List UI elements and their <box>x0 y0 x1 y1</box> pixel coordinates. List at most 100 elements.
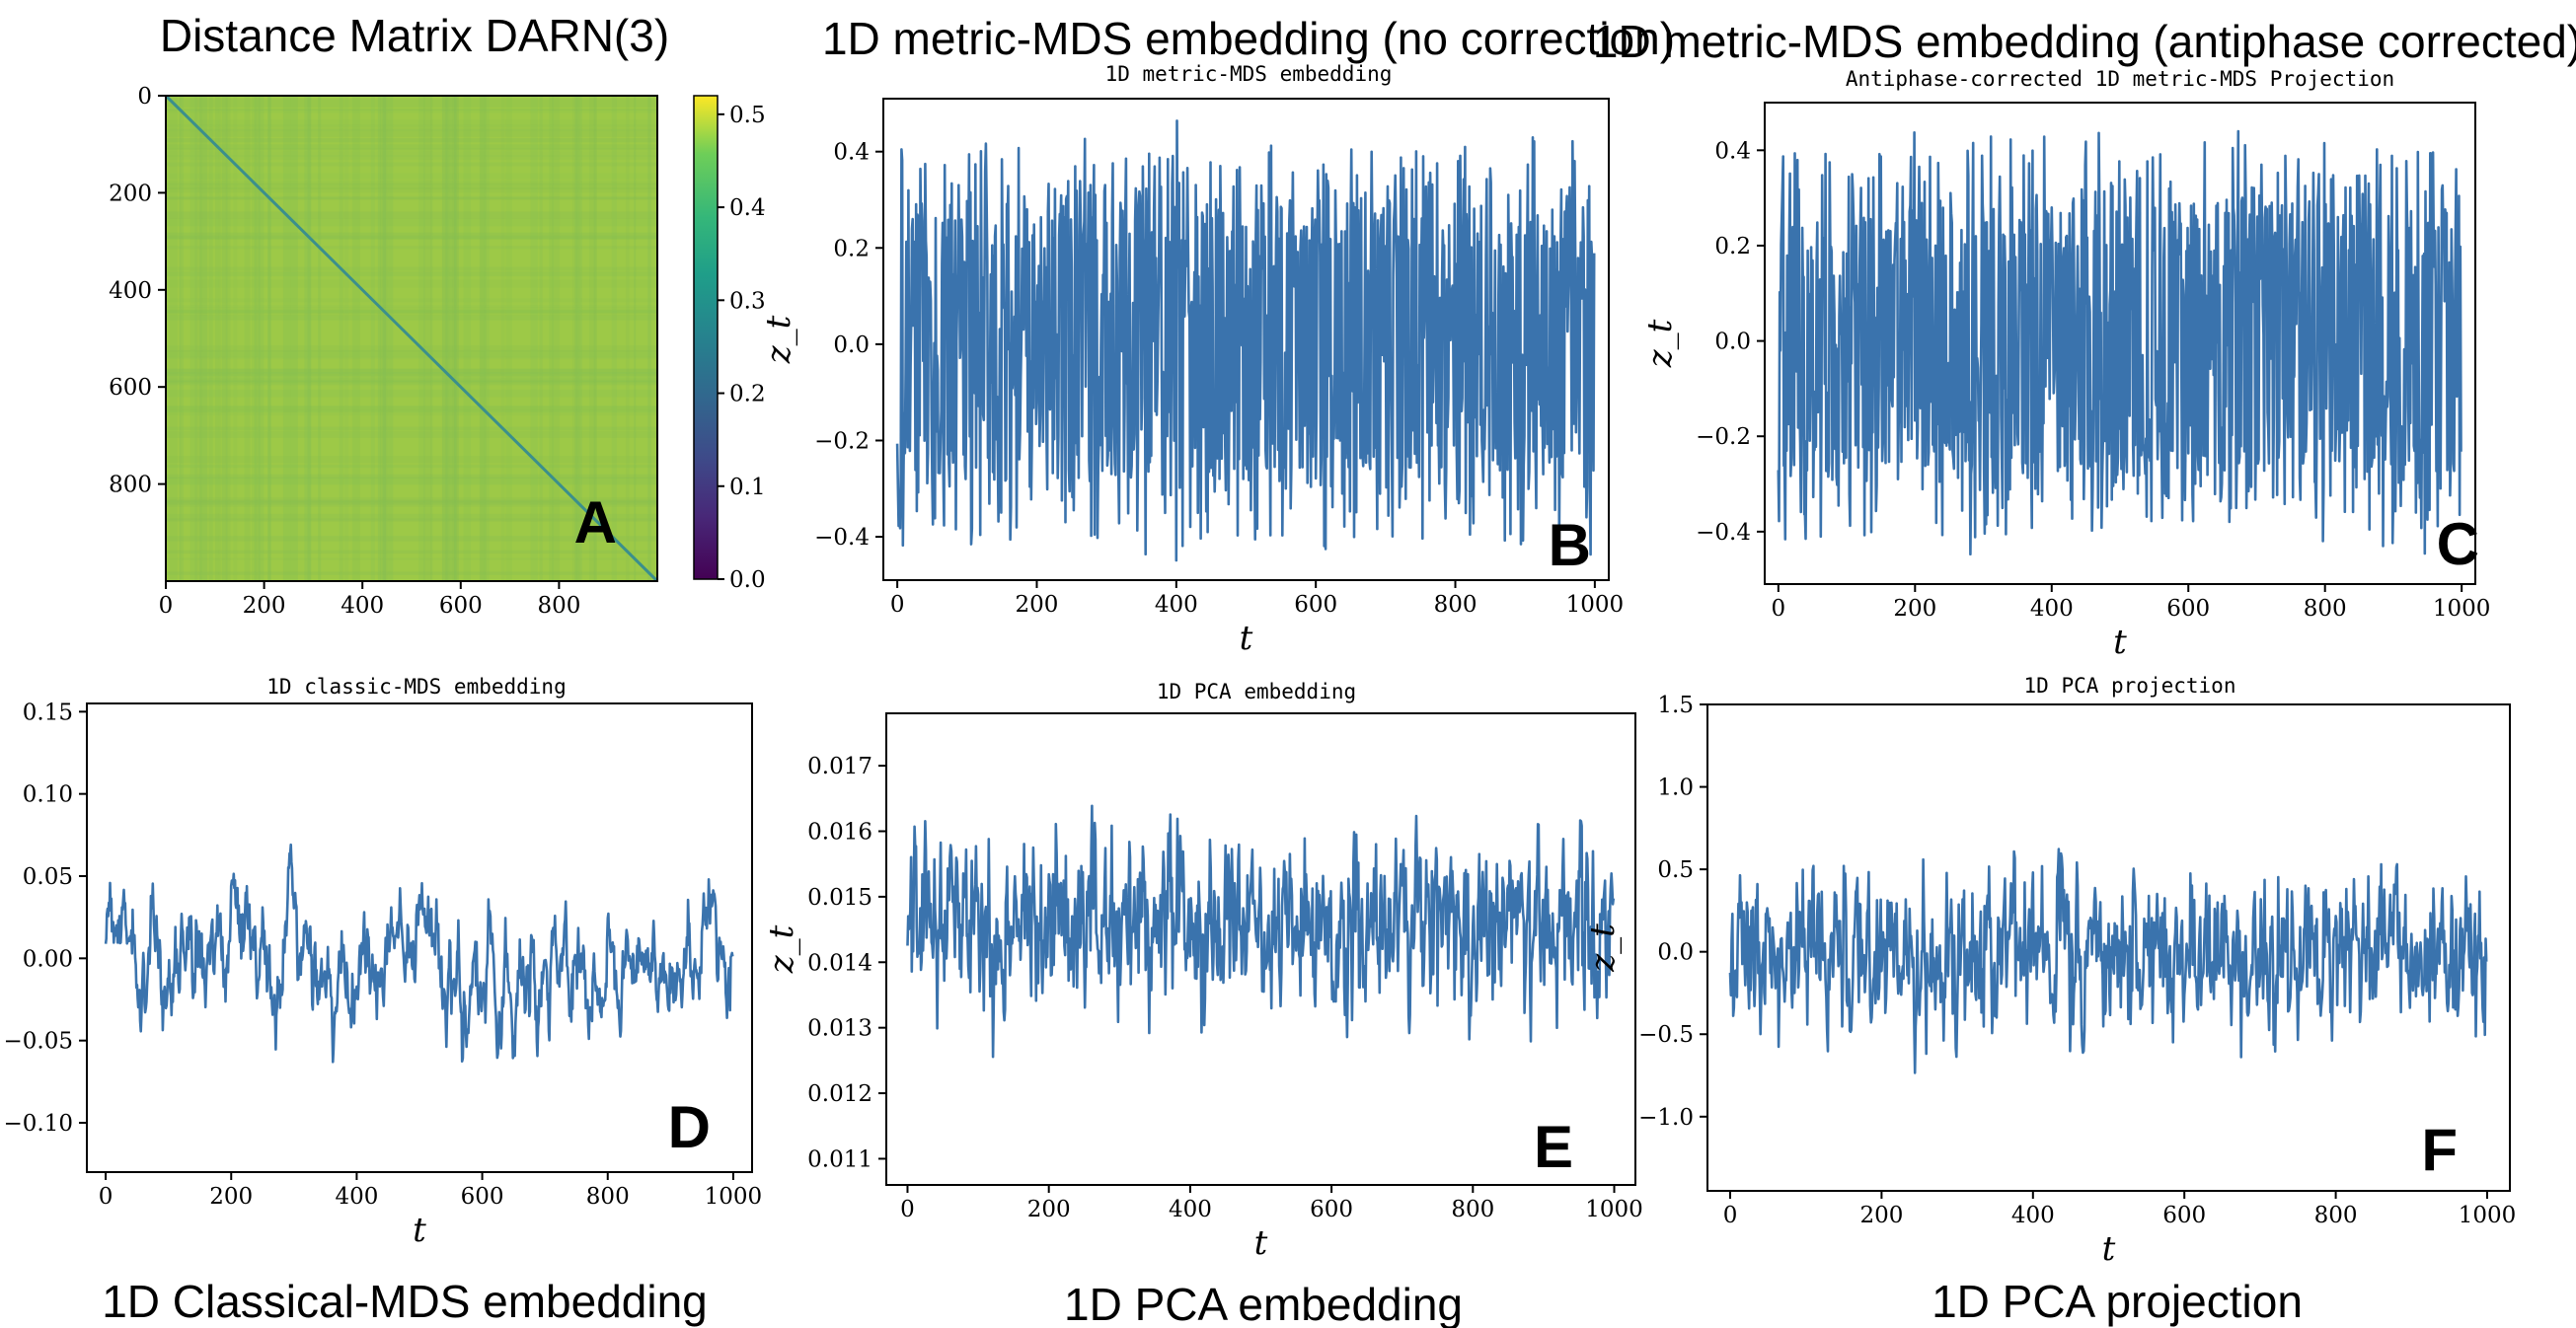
y-tick-label: 800 <box>109 473 152 498</box>
panel-letter: B <box>1549 512 1591 578</box>
heatmap-band <box>259 96 265 581</box>
x-tick-label: 0 <box>1772 596 1786 622</box>
heatmap-band <box>539 96 543 581</box>
plot-title: Antiphase-corrected 1D metric-MDS Projec… <box>1846 67 2394 91</box>
plot-frame <box>1764 102 2476 585</box>
heatmap-band <box>500 96 505 581</box>
heatmap-band <box>634 96 637 581</box>
colorbar-tick-label: 0.3 <box>729 288 766 314</box>
y-tick-label: 0.0 <box>1714 330 1751 355</box>
x-axis-label: t <box>1254 1223 1268 1263</box>
heatmap-band <box>252 96 257 581</box>
heatmap-band <box>166 499 657 507</box>
y-tick-label: −0.5 <box>1638 1022 1694 1048</box>
heatmap-band <box>166 513 657 521</box>
heatmap-band <box>166 99 657 108</box>
heatmap-band <box>166 477 657 485</box>
y-axis-label: z_t <box>759 315 798 364</box>
heatmap-band <box>166 279 657 288</box>
heatmap-band <box>166 173 657 180</box>
y-tick-label: 0 <box>137 84 152 110</box>
heatmap-band <box>166 232 657 240</box>
x-tick-label: 400 <box>1169 1197 1212 1222</box>
y-tick-label: 0.0 <box>1657 940 1694 966</box>
heatmap-band <box>530 96 538 581</box>
x-tick-label: 400 <box>2030 596 2074 622</box>
plot-frame <box>86 702 753 1173</box>
heatmap-band <box>647 96 651 581</box>
y-tick-label: 0.014 <box>807 950 872 976</box>
x-tick-label: 200 <box>209 1184 253 1210</box>
panel-letter: C <box>2437 511 2479 577</box>
x-tick-label: 0 <box>99 1184 114 1210</box>
x-tick-label: 600 <box>2166 596 2210 622</box>
x-axis-label: t <box>2113 623 2127 662</box>
heatmap-band <box>166 378 657 386</box>
heatmap <box>164 94 659 583</box>
heatmap-band <box>339 96 343 581</box>
heatmap-band <box>166 456 657 464</box>
heatmap-band <box>166 235 657 240</box>
heatmap-band <box>244 96 251 581</box>
y-tick-label: 0.2 <box>1714 234 1751 259</box>
heatmap-band <box>463 96 472 581</box>
y-tick-label: 0.013 <box>807 1016 872 1042</box>
x-tick-label: 0 <box>890 592 905 618</box>
y-tick-label: 1.5 <box>1657 693 1694 718</box>
heatmap-band <box>166 195 657 200</box>
x-tick-label: 400 <box>2011 1203 2055 1228</box>
heatmap-band <box>166 310 657 314</box>
heatmap-band <box>166 389 657 398</box>
panel-b: 1D metric-MDS embedding (no correction)1… <box>759 13 1675 658</box>
x-tick-label: 1000 <box>1585 1197 1643 1222</box>
x-tick-label: 1000 <box>1566 592 1625 618</box>
x-tick-label: 800 <box>2304 596 2347 622</box>
heatmap-band <box>166 372 657 380</box>
heatmap-band <box>208 96 213 581</box>
heatmap-band <box>479 96 487 581</box>
y-tick-label: 0.05 <box>23 864 73 890</box>
heatmap-band <box>370 96 375 581</box>
x-axis-label: t <box>1240 619 1253 658</box>
panel-c: 1D metric-MDS embedding (antiphase corre… <box>1593 16 2576 662</box>
heatmap-band <box>307 96 311 581</box>
heatmap-band <box>166 246 657 250</box>
heatmap-band <box>166 426 657 431</box>
heatmap-band <box>166 109 657 113</box>
heatmap-band <box>166 379 657 383</box>
heatmap-band <box>225 96 231 581</box>
y-tick-label: 0.017 <box>807 754 872 779</box>
heatmap-band <box>166 474 657 480</box>
heatmap-band <box>388 96 394 581</box>
panel-letter: E <box>1534 1114 1573 1180</box>
x-tick-label: 1000 <box>705 1184 763 1210</box>
heatmap-band <box>166 536 657 542</box>
x-tick-label: 600 <box>2162 1203 2206 1228</box>
colorbar-tick-label: 0.0 <box>729 567 766 593</box>
heatmap-band <box>166 518 657 522</box>
x-tick-label: 0 <box>159 593 174 619</box>
colorbar-tick-label: 0.4 <box>729 195 766 221</box>
colorbar-tick-label: 0.2 <box>729 382 766 407</box>
panel-caption: Distance Matrix DARN(3) <box>160 10 669 61</box>
x-tick-label: 400 <box>335 1184 378 1210</box>
heatmap-diagonal <box>164 94 659 583</box>
y-tick-label: 0.4 <box>1714 138 1751 164</box>
y-tick-label: 0.5 <box>1657 857 1694 883</box>
colorbar <box>693 95 719 580</box>
panel-caption: 1D PCA projection <box>1932 1276 2303 1327</box>
panel-caption: 1D PCA embedding <box>1064 1279 1463 1328</box>
y-tick-label: 0.4 <box>833 140 870 166</box>
heatmap-band <box>166 356 657 360</box>
heatmap-band <box>382 96 386 581</box>
x-tick-label: 1000 <box>2459 1203 2517 1228</box>
heatmap-band <box>166 298 657 303</box>
heatmap-band <box>166 162 657 167</box>
x-tick-label: 0 <box>1723 1203 1738 1228</box>
plot-title: 1D metric-MDS embedding <box>1105 62 1393 86</box>
y-tick-label: 0.012 <box>807 1081 872 1107</box>
heatmap-band <box>574 96 582 581</box>
heatmap-band <box>179 96 182 581</box>
y-tick-label: −0.4 <box>1696 520 1751 546</box>
